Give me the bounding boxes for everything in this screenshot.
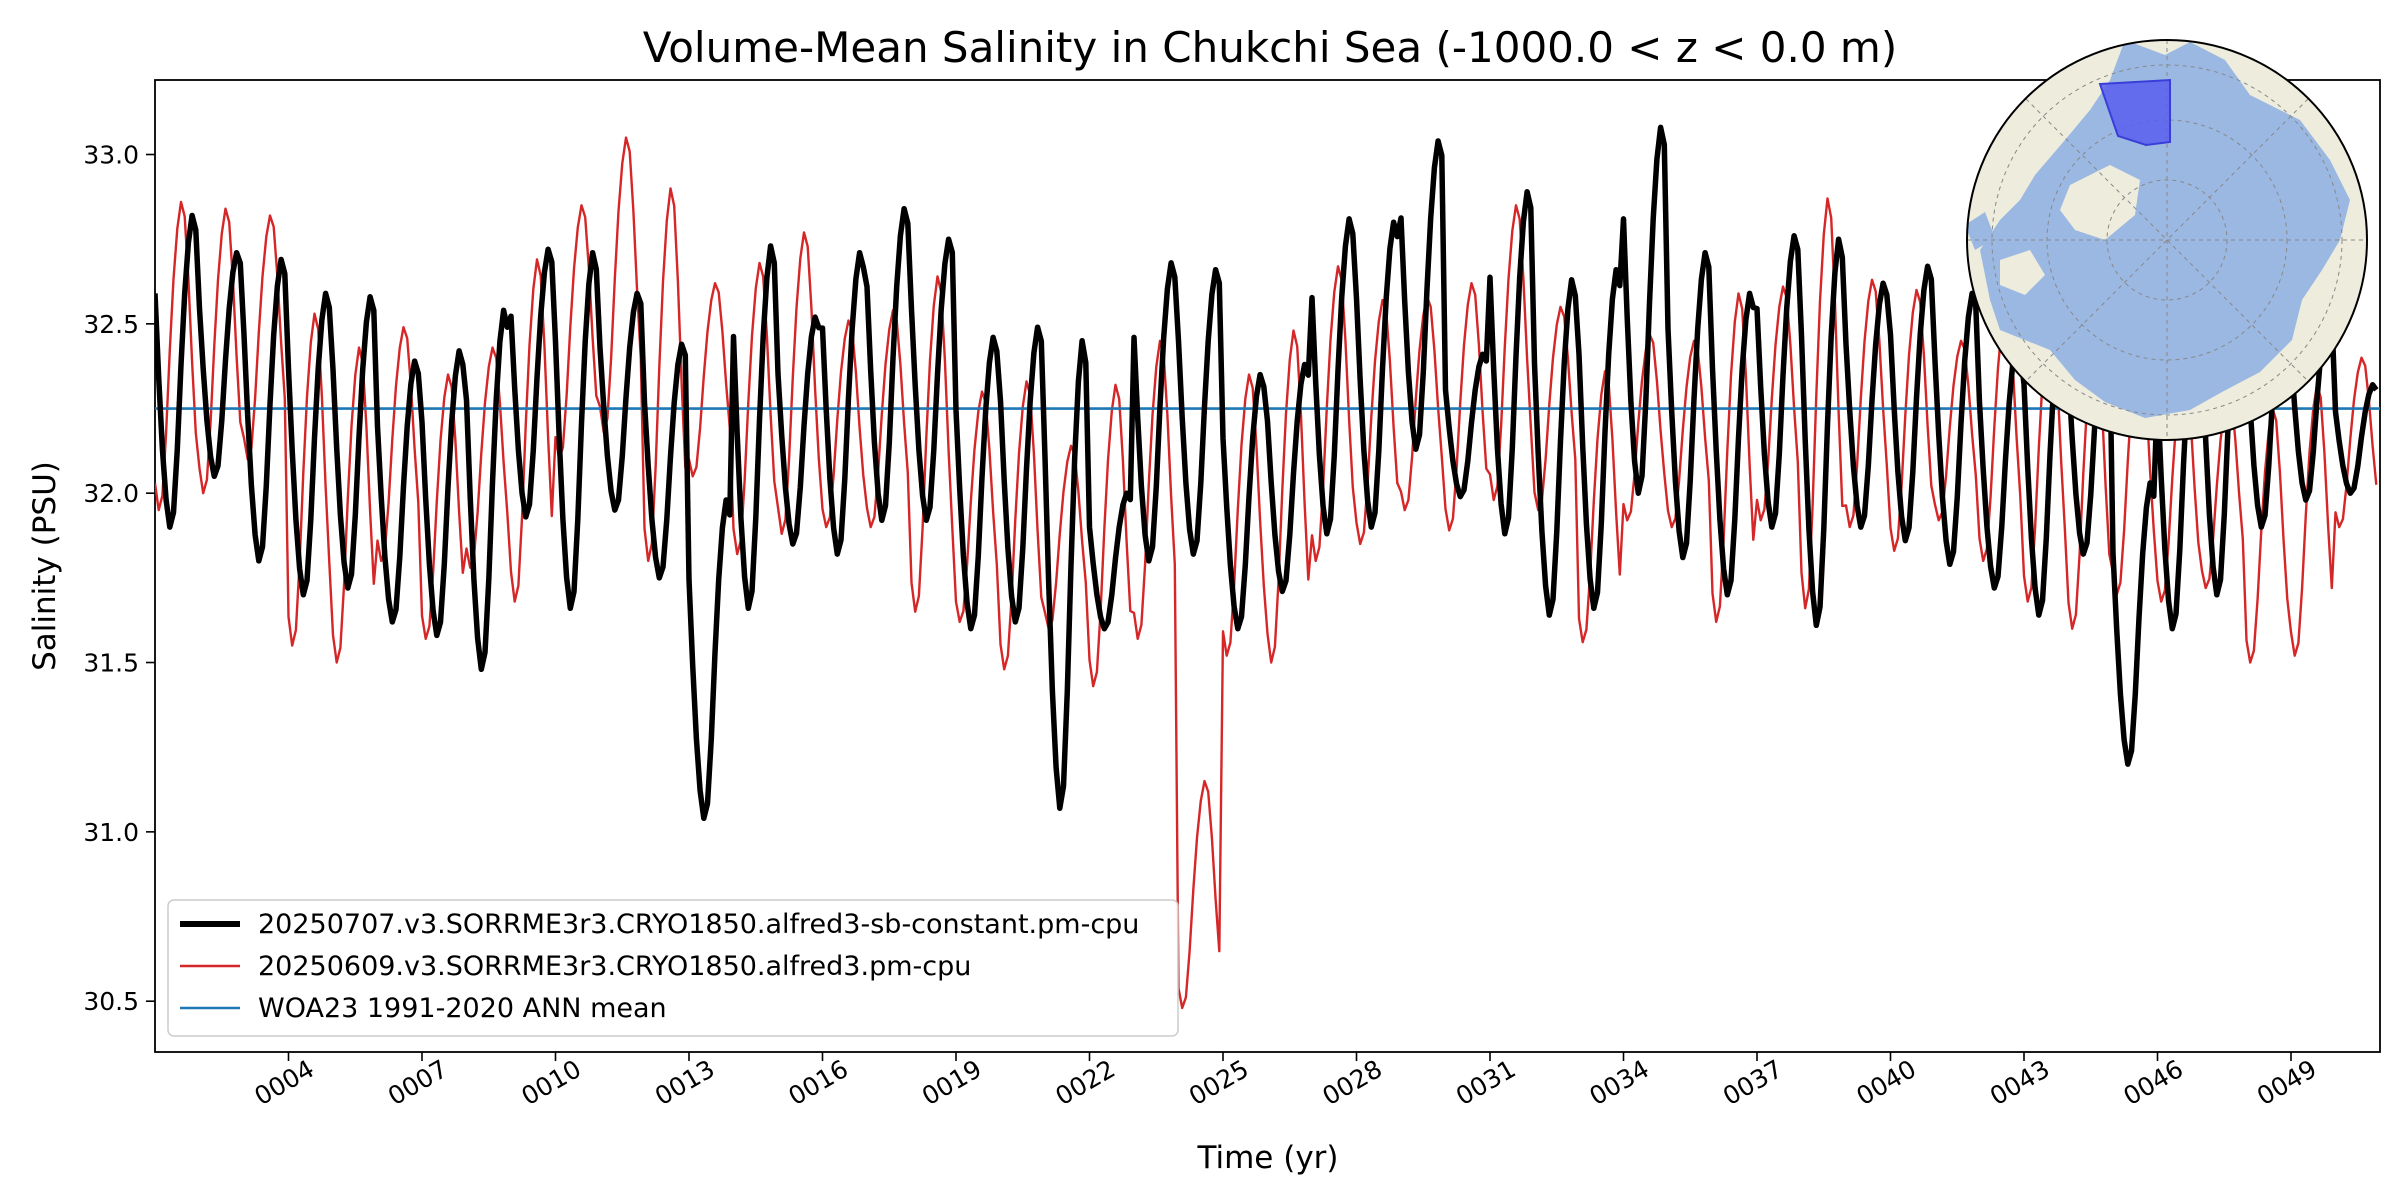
x-tick-label: 0034 <box>1584 1054 1654 1111</box>
x-tick-label: 0025 <box>1184 1054 1254 1111</box>
x-axis: 0004 0007 0010 0013 0016 0019 0022 0025 0028 0031… <box>249 1052 2322 1111</box>
x-tick-label: 0013 <box>650 1054 720 1111</box>
x-tick-label: 0028 <box>1317 1054 1387 1111</box>
inset-border <box>1966 39 2368 441</box>
chukchi-region-highlight <box>2098 78 2171 147</box>
x-tick-label: 0037 <box>1718 1054 1788 1111</box>
x-tick-label: 0031 <box>1451 1054 1521 1111</box>
x-tick-label: 0016 <box>783 1054 853 1111</box>
x-tick-label: 0007 <box>383 1054 453 1111</box>
y-tick-label: 30.5 <box>83 987 139 1016</box>
legend-box <box>167 899 1179 1037</box>
graticule-meridian <box>2025 98 2309 382</box>
y-tick-label: 32.5 <box>83 310 139 339</box>
legend-label-sb-constant: 20250707.v3.SORRME3r3.CRYO1850.alfred3-s… <box>258 909 1139 940</box>
y-tick-label: 33.0 <box>83 141 139 170</box>
x-axis-label: Time (yr) <box>1197 1140 1339 1176</box>
x-tick-label: 0046 <box>2118 1054 2188 1111</box>
arctic-ocean-shape <box>1980 40 2350 418</box>
x-tick-label: 0010 <box>516 1054 586 1111</box>
inset-polar-map <box>1966 39 2368 441</box>
legend-label-alfred3: 20250609.v3.SORRME3r3.CRYO1850.alfred3.p… <box>258 951 971 982</box>
x-tick-label: 0022 <box>1050 1054 1120 1111</box>
series-line-sb-constant <box>155 124 2379 822</box>
graticule-meridian <box>2025 98 2309 382</box>
x-tick-label: 0040 <box>1851 1054 1921 1111</box>
x-tick-label: 0049 <box>2252 1054 2322 1111</box>
x-tick-label: 0019 <box>917 1054 987 1111</box>
legend-label-woa23: WOA23 1991-2020 ANN mean <box>258 993 667 1024</box>
x-tick-label: 0004 <box>249 1054 319 1111</box>
land-fragment-shape <box>2000 250 2045 295</box>
legend: 20250707.v3.SORRME3r3.CRYO1850.alfred3-s… <box>167 899 1179 1037</box>
x-tick-label: 0043 <box>1985 1054 2055 1111</box>
y-axis-label: Salinity (PSU) <box>27 461 63 671</box>
y-tick-label: 32.0 <box>83 479 139 508</box>
ocean-fragment-shape <box>1967 212 1995 250</box>
greenland-land-shape <box>2060 165 2140 240</box>
chart-title: Volume-Mean Salinity in Chukchi Sea (-10… <box>643 23 1897 72</box>
y-axis: 30.5 31.0 31.5 32.0 32.5 33.0 <box>83 141 155 1016</box>
y-tick-label: 31.5 <box>83 649 139 678</box>
y-tick-label: 31.0 <box>83 818 139 847</box>
